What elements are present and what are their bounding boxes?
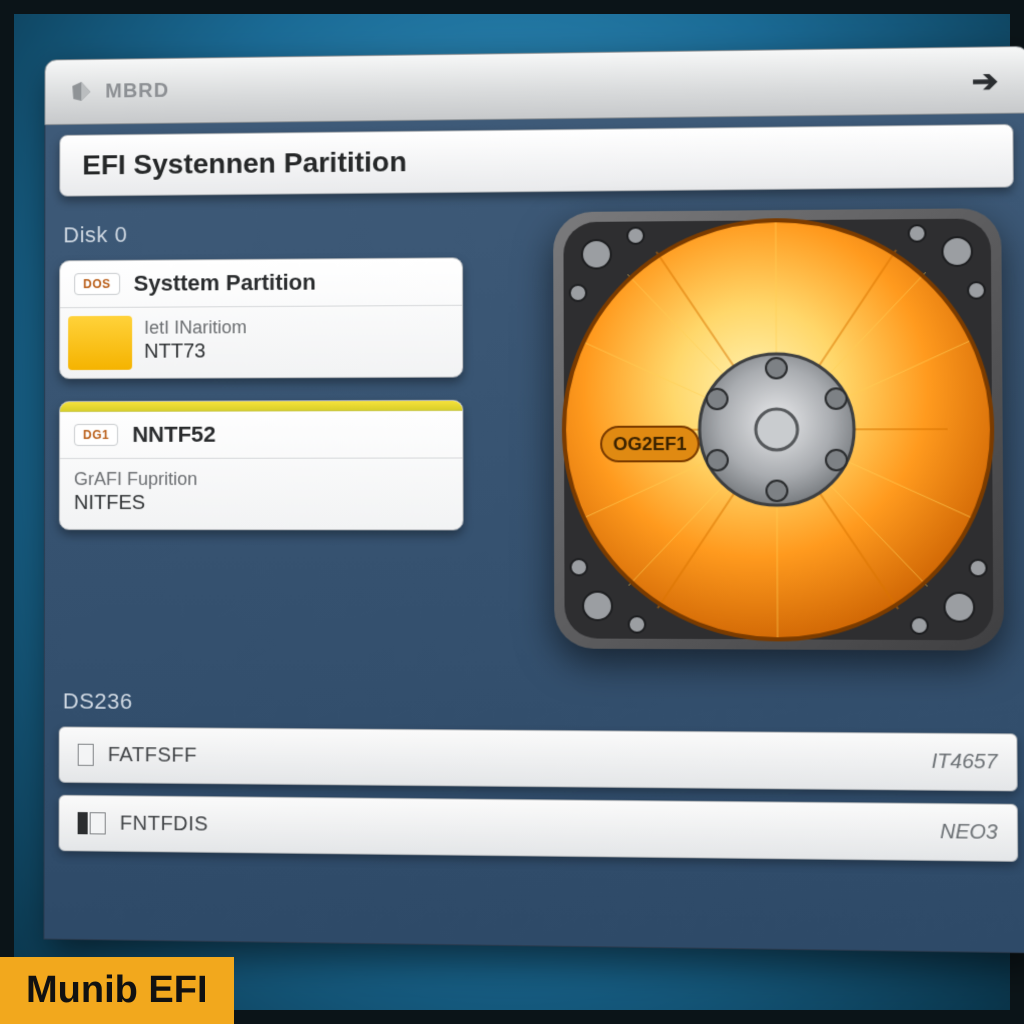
- volume-value: NEO3: [940, 820, 998, 844]
- app-icon: [67, 78, 95, 106]
- partition-subtitle: GrAFI Fuprition: [74, 469, 448, 490]
- partition-fs: NTT73: [144, 339, 448, 364]
- partition-tag: DG1: [74, 424, 118, 446]
- volume-row[interactable]: FATFSFF IT4657: [59, 726, 1018, 791]
- panel-header: EFI Systennen Paritition: [59, 124, 1014, 197]
- usage-swatch: [68, 316, 132, 370]
- forward-icon[interactable]: ➔: [972, 64, 999, 100]
- disk0-label: Disk 0: [63, 219, 463, 248]
- volume-row[interactable]: FNTFDIS NEO3: [59, 795, 1019, 862]
- client-area: EFI Systennen Paritition Disk 0 DOS Syst…: [43, 113, 1024, 953]
- disk-illustration: OG2EF1: [533, 187, 1024, 671]
- partition-subtitle: IetI INaritiom: [144, 316, 448, 339]
- partition-tag: DOS: [74, 273, 119, 295]
- volume-swatch-icon: [78, 744, 94, 766]
- volume-label: FNTFDIS: [120, 812, 209, 836]
- ds-label: DS236: [63, 688, 1018, 721]
- partition-title: NNTF52: [132, 422, 216, 448]
- volume-swatch-icon: [78, 812, 106, 834]
- app-name: MBRD: [105, 79, 169, 103]
- titlebar: MBRD ➔: [44, 46, 1024, 125]
- disk-badge-text: OG2EF1: [613, 434, 687, 455]
- volume-value: IT4657: [931, 750, 997, 774]
- panel-title: EFI Systennen Paritition: [82, 140, 989, 182]
- volume-label: FATFSFF: [108, 743, 197, 767]
- disk-manager-window: MBRD ➔ EFI Systennen Paritition Disk 0 D…: [43, 46, 1024, 954]
- watermark: Munib EFI: [0, 957, 234, 1024]
- partition-card-system[interactable]: DOS Systtem Partition IetI INaritiom NTT…: [59, 257, 463, 379]
- partition-card-ntfs[interactable]: DG1 NNTF52 GrAFI Fuprition NITFES: [59, 400, 464, 531]
- partition-title: Systtem Partition: [134, 269, 316, 296]
- partition-fs: NITFES: [74, 492, 448, 515]
